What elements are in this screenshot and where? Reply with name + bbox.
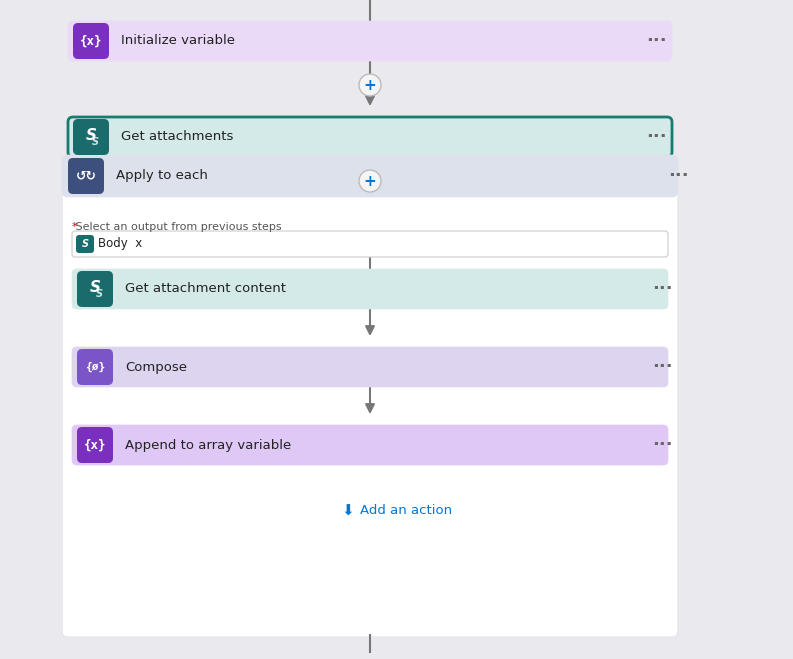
Text: S: S xyxy=(82,239,89,249)
FancyBboxPatch shape xyxy=(77,271,113,307)
Text: S: S xyxy=(91,137,98,147)
Text: Select an output from previous steps: Select an output from previous steps xyxy=(72,222,282,232)
Text: Add an action: Add an action xyxy=(360,505,452,517)
Text: {x}: {x} xyxy=(84,438,106,451)
FancyBboxPatch shape xyxy=(72,231,668,257)
Text: ···: ··· xyxy=(646,32,666,50)
Text: ↺↻: ↺↻ xyxy=(75,169,97,183)
Circle shape xyxy=(359,170,381,192)
Text: *: * xyxy=(72,222,78,232)
Text: S: S xyxy=(95,289,102,299)
Text: ···: ··· xyxy=(652,436,672,454)
FancyBboxPatch shape xyxy=(72,425,668,465)
FancyBboxPatch shape xyxy=(68,117,672,157)
Text: Get attachments: Get attachments xyxy=(121,130,233,144)
Text: {ø}: {ø} xyxy=(85,362,105,372)
Text: ···: ··· xyxy=(668,167,688,185)
FancyBboxPatch shape xyxy=(68,158,104,194)
Text: ···: ··· xyxy=(652,280,672,298)
FancyBboxPatch shape xyxy=(77,427,113,463)
FancyBboxPatch shape xyxy=(77,349,113,385)
FancyBboxPatch shape xyxy=(62,155,678,197)
Text: Initialize variable: Initialize variable xyxy=(121,34,235,47)
Text: Apply to each: Apply to each xyxy=(116,169,208,183)
Text: Compose: Compose xyxy=(125,360,187,374)
FancyBboxPatch shape xyxy=(72,269,668,309)
Text: ···: ··· xyxy=(652,358,672,376)
FancyBboxPatch shape xyxy=(76,235,94,253)
FancyBboxPatch shape xyxy=(68,21,672,61)
Text: Append to array variable: Append to array variable xyxy=(125,438,291,451)
Circle shape xyxy=(359,74,381,96)
Text: Get attachment content: Get attachment content xyxy=(125,283,286,295)
FancyBboxPatch shape xyxy=(73,23,109,59)
Text: S: S xyxy=(90,279,101,295)
Text: ⬇: ⬇ xyxy=(342,503,354,519)
FancyBboxPatch shape xyxy=(73,119,109,155)
FancyBboxPatch shape xyxy=(72,347,668,387)
Text: ···: ··· xyxy=(646,128,666,146)
Text: Body  x: Body x xyxy=(98,237,142,250)
FancyBboxPatch shape xyxy=(62,157,678,637)
Text: S: S xyxy=(86,127,97,142)
Text: +: + xyxy=(364,78,377,92)
Text: +: + xyxy=(364,173,377,188)
Text: {x}: {x} xyxy=(80,34,102,47)
